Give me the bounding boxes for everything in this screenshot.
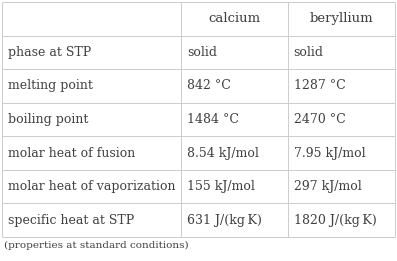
Text: 155 kJ/mol: 155 kJ/mol [187, 180, 255, 193]
Text: boiling point: boiling point [8, 113, 89, 126]
Text: phase at STP: phase at STP [8, 46, 91, 59]
Text: molar heat of fusion: molar heat of fusion [8, 147, 135, 159]
Text: 8.54 kJ/mol: 8.54 kJ/mol [187, 147, 259, 159]
Text: calcium: calcium [208, 12, 260, 25]
Text: solid: solid [187, 46, 217, 59]
Text: 7.95 kJ/mol: 7.95 kJ/mol [294, 147, 365, 159]
Text: 1287 °C: 1287 °C [294, 79, 345, 92]
Text: melting point: melting point [8, 79, 93, 92]
Text: specific heat at STP: specific heat at STP [8, 214, 134, 227]
Text: beryllium: beryllium [310, 12, 373, 25]
Text: (properties at standard conditions): (properties at standard conditions) [4, 241, 189, 250]
Text: 631 J/(kg K): 631 J/(kg K) [187, 214, 262, 227]
Text: 842 °C: 842 °C [187, 79, 231, 92]
Text: 1484 °C: 1484 °C [187, 113, 239, 126]
Text: 1820 J/(kg K): 1820 J/(kg K) [294, 214, 376, 227]
Text: solid: solid [294, 46, 324, 59]
Text: molar heat of vaporization: molar heat of vaporization [8, 180, 175, 193]
Text: 2470 °C: 2470 °C [294, 113, 345, 126]
Text: 297 kJ/mol: 297 kJ/mol [294, 180, 361, 193]
